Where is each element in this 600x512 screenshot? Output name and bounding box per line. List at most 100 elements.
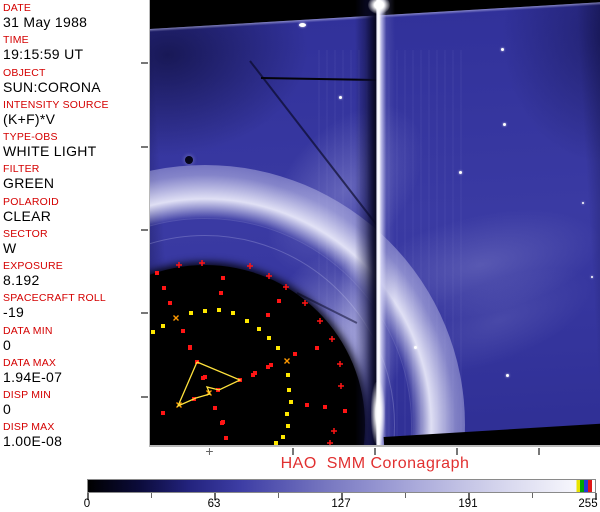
star-dot — [591, 276, 593, 278]
colorbar-major-tick — [87, 493, 89, 500]
left-axis-tick — [141, 312, 148, 314]
red-fiducial-dot — [323, 405, 327, 409]
bright-column-top-blob — [368, 0, 390, 14]
red-cross-marker — [338, 383, 344, 389]
yellow-fiducial-dot — [217, 308, 221, 312]
star-dot — [458, 170, 462, 174]
metadata-label: INTENSITY SOURCE — [3, 98, 109, 111]
metadata-label: DISP MAX — [3, 421, 55, 434]
colorbar-minor-tick — [277, 493, 280, 498]
colorbar-tick-label: 255 — [578, 498, 598, 510]
red-fiducial-dot — [269, 363, 273, 367]
yellow-fiducial-dot — [274, 441, 278, 445]
metadata-label: SPACECRAFT ROLL — [3, 292, 106, 305]
colorbar-minor-tick — [531, 493, 534, 498]
metadata-label: TYPE-OBS — [3, 131, 58, 143]
red-fiducial-dot — [277, 299, 281, 303]
red-fiducial-dot — [168, 301, 172, 305]
metadata-label: DATA MAX — [3, 356, 57, 369]
colorbar-tick-label: 191 — [458, 498, 478, 510]
metadata-field: TYPE-OBS WHITE LIGHT — [3, 131, 148, 163]
metadata-label: OBJECT — [3, 66, 46, 79]
metadata-value: 1.94E-07 — [3, 368, 63, 385]
metadata-label: DISP MIN — [3, 389, 52, 401]
red-cross-marker — [247, 263, 253, 269]
yellow-fiducial-dot — [286, 424, 290, 428]
metadata-label: SECTOR — [3, 227, 48, 240]
star-dot — [582, 202, 584, 204]
star-dot — [298, 23, 306, 27]
red-fiducial-dot — [343, 409, 347, 413]
metadata-value: W — [3, 239, 17, 256]
metadata-field: DATA MAX 1.94E-07 — [3, 357, 148, 389]
red-cross-marker — [266, 273, 272, 279]
metadata-label: TIME — [3, 34, 29, 47]
dust-spot — [185, 156, 193, 164]
colorbar-tick-label: 63 — [207, 498, 221, 510]
red-fiducial-dot — [219, 291, 223, 295]
bright-column-artifact — [355, 0, 395, 445]
colorbar-minor-tick — [150, 493, 153, 498]
bottom-axis-tick — [456, 448, 458, 455]
left-axis-tick — [141, 62, 148, 64]
red-fiducial-dot — [181, 329, 185, 333]
red-fiducial-dot — [253, 371, 257, 375]
red-cross-marker — [199, 260, 205, 266]
colorbar-minor-tick — [404, 493, 407, 498]
coronagraph-image-canvas[interactable] — [149, 0, 600, 447]
bottom-axis-tick — [538, 448, 540, 455]
colorbar-tick-label: 0 — [83, 498, 91, 510]
metadata-value: 0 — [3, 336, 12, 353]
star-dot — [500, 47, 504, 51]
yellow-fiducial-dot — [267, 336, 271, 340]
axis-plus-marker: + — [205, 443, 214, 459]
red-cross-marker — [331, 428, 337, 434]
star-dot — [338, 95, 342, 99]
red-cross-marker — [337, 361, 343, 367]
metadata-field: DISP MAX 1.00E-08 — [3, 421, 148, 453]
yellow-fiducial-dot — [286, 373, 290, 377]
yellow-outline-polygon — [176, 361, 242, 408]
metadata-field: FILTER GREEN — [3, 163, 148, 195]
left-axis-tick — [141, 396, 148, 398]
left-axis-tick — [141, 229, 148, 231]
metadata-value: 31 May 1988 — [3, 14, 88, 30]
metadata-value: GREEN — [3, 175, 55, 192]
red-fiducial-dot — [213, 406, 217, 410]
colorbar-major-tick — [214, 493, 216, 500]
orange-x-marker — [284, 358, 290, 364]
red-cross-marker — [329, 336, 335, 342]
metadata-value: 0 — [3, 401, 12, 417]
metadata-value: (K+F)*V — [3, 110, 56, 127]
metadata-value: 8.192 — [3, 272, 40, 288]
bottom-axis-tick — [292, 448, 294, 455]
metadata-field: DISP MIN 0 — [3, 389, 148, 421]
metadata-label: EXPOSURE — [3, 260, 63, 272]
yellow-fiducial-dot — [151, 330, 155, 334]
red-fiducial-dot — [188, 345, 192, 349]
red-fiducial-dot — [155, 271, 159, 275]
metadata-value: 1.00E-08 — [3, 433, 63, 450]
star-dot — [502, 122, 506, 126]
metadata-field: TIME 19:15:59 UT — [3, 34, 148, 66]
yellow-fiducial-dot — [276, 346, 280, 350]
red-fiducial-dot — [221, 276, 225, 280]
metadata-value: 19:15:59 UT — [3, 46, 84, 63]
metadata-field: INTENSITY SOURCE (K+F)*V — [3, 99, 148, 131]
yellow-fiducial-dot — [189, 311, 193, 315]
red-fiducial-dot — [224, 436, 228, 440]
metadata-field: EXPOSURE 8.192 — [3, 260, 148, 292]
red-fiducial-dot — [315, 346, 319, 350]
star-dot — [505, 373, 509, 377]
yellow-fiducial-dot — [287, 388, 291, 392]
metadata-field: POLAROID CLEAR — [3, 196, 148, 228]
red-cross-marker — [302, 300, 308, 306]
metadata-field: SECTOR W — [3, 228, 148, 260]
metadata-label: DATE — [3, 2, 32, 14]
metadata-field: DATA MIN 0 — [3, 325, 148, 357]
metadata-value: WHITE LIGHT — [3, 143, 97, 159]
yellow-fiducial-dot — [203, 309, 207, 313]
red-fiducial-dot — [161, 411, 165, 415]
red-fiducial-dot — [266, 313, 270, 317]
